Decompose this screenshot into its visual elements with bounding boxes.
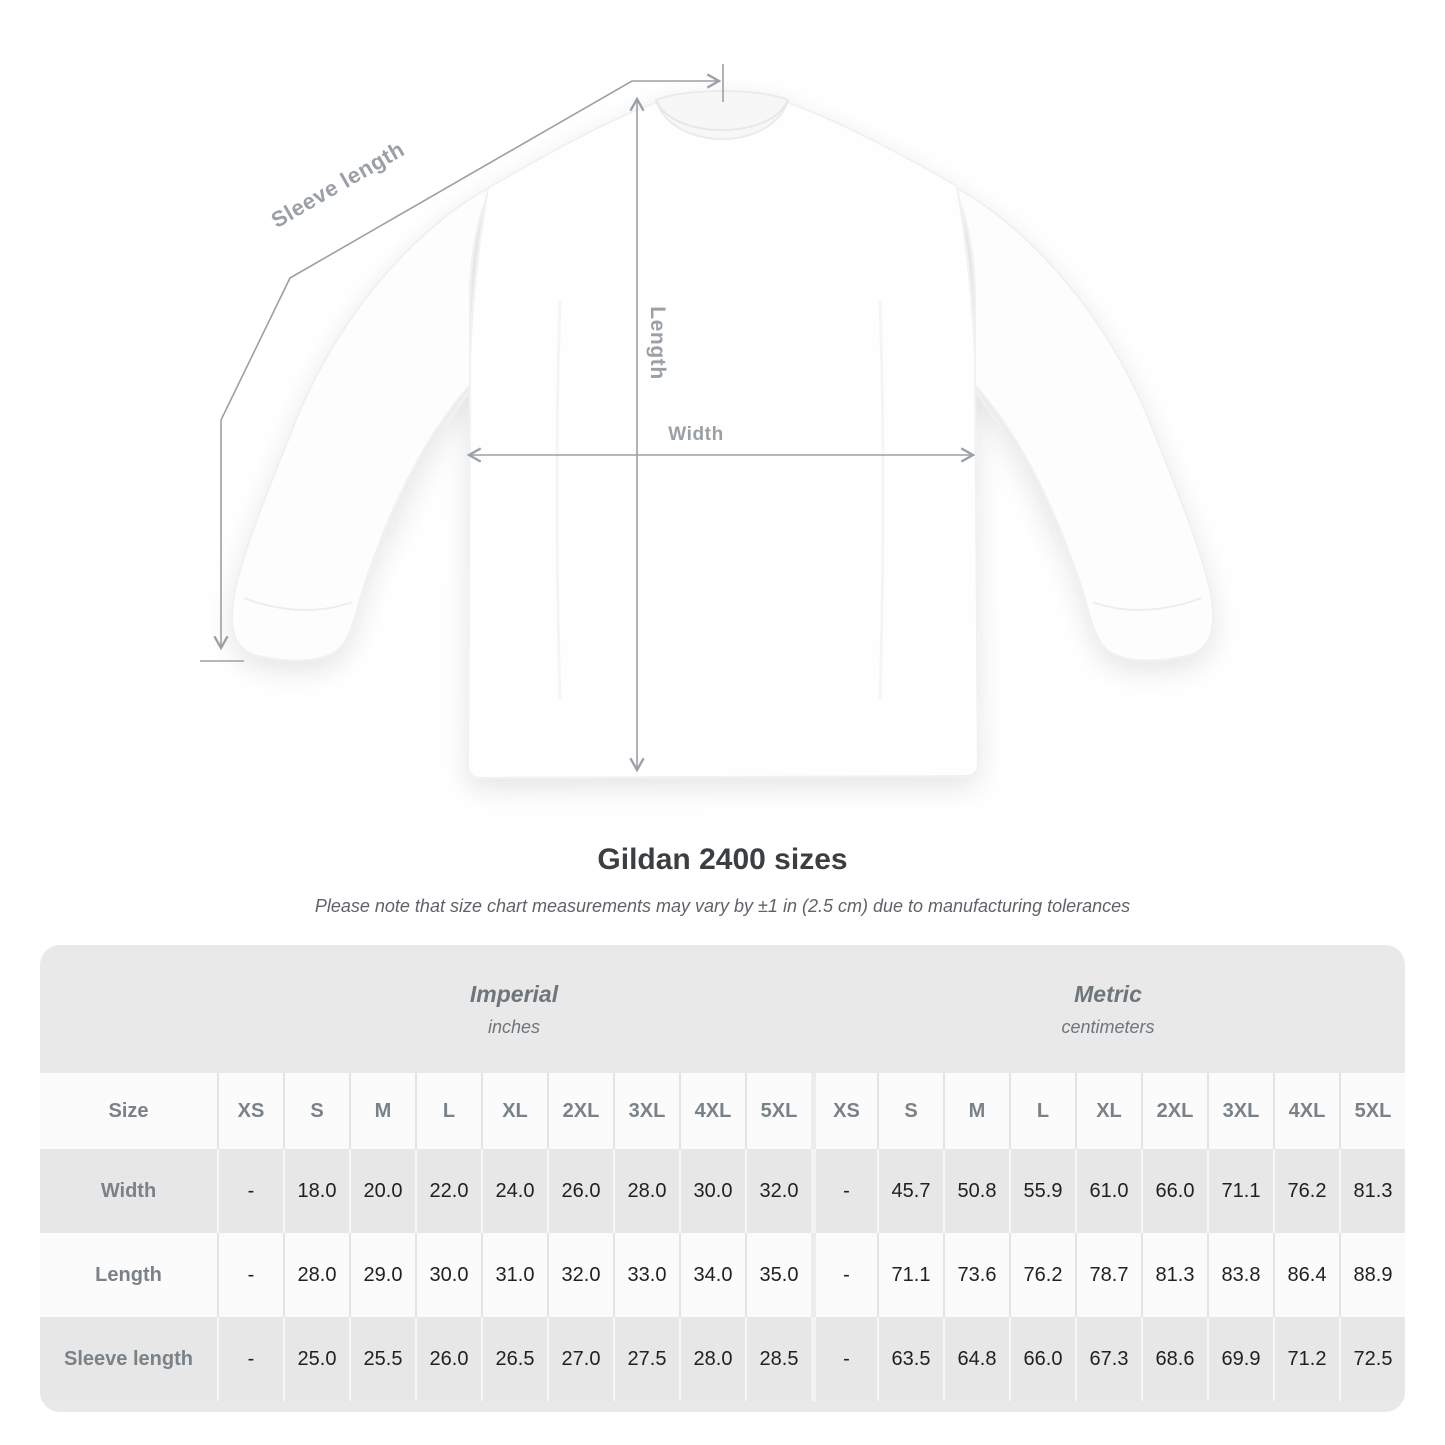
size-header-metric-3xl: 3XL (1207, 1073, 1273, 1149)
measurement-lines (200, 64, 976, 773)
sleeve-length-metric-2xl: 68.6 (1141, 1317, 1207, 1401)
size-header-imperial-s: S (283, 1073, 349, 1149)
size-header-metric-5xl: 5XL (1339, 1073, 1405, 1149)
width-metric-m: 50.8 (943, 1149, 1009, 1233)
sleeve-length-imperial-5xl: 28.5 (745, 1317, 811, 1401)
sleeve-length-metric-4xl: 71.2 (1273, 1317, 1339, 1401)
sleeve-length-imperial-4xl: 28.0 (679, 1317, 745, 1401)
width-label: Width (668, 424, 724, 445)
sleeve-length-imperial-m: 25.5 (349, 1317, 415, 1401)
length-imperial-2xl: 32.0 (547, 1233, 613, 1317)
size-column-header: Size (40, 1073, 217, 1149)
width-metric-xl: 61.0 (1075, 1149, 1141, 1233)
sleeve-length-imperial-3xl: 27.5 (613, 1317, 679, 1401)
size-header-metric-l: L (1009, 1073, 1075, 1149)
width-metric-5xl: 81.3 (1339, 1149, 1405, 1233)
width-metric-3xl: 71.1 (1207, 1149, 1273, 1233)
length-label: Length (646, 306, 669, 380)
length-metric-3xl: 83.8 (1207, 1233, 1273, 1317)
length-metric-xs: - (811, 1233, 877, 1317)
length-metric-4xl: 86.4 (1273, 1233, 1339, 1317)
sleeve-length-metric-xs: - (811, 1317, 877, 1401)
shirt-measurement-figure: Sleeve length Length Width (200, 64, 1215, 780)
length-metric-5xl: 88.9 (1339, 1233, 1405, 1317)
sleeve-length-metric-3xl: 69.9 (1207, 1317, 1273, 1401)
width-imperial-m: 20.0 (349, 1149, 415, 1233)
width-metric-2xl: 66.0 (1141, 1149, 1207, 1233)
length-metric-2xl: 81.3 (1141, 1233, 1207, 1317)
sleeve-length-metric-l: 66.0 (1009, 1317, 1075, 1401)
sleeve-length-imperial-l: 26.0 (415, 1317, 481, 1401)
sleeve-length-imperial-xl: 26.5 (481, 1317, 547, 1401)
imperial-unit-label: inches (487, 1016, 541, 1037)
width-imperial-xl: 24.0 (481, 1149, 547, 1233)
width-imperial-l: 22.0 (415, 1149, 481, 1233)
imperial-group-header: Imperial inches (217, 945, 811, 1073)
size-header-metric-m: M (943, 1073, 1009, 1149)
size-header-imperial-l: L (415, 1073, 481, 1149)
length-metric-m: 73.6 (943, 1233, 1009, 1317)
width-imperial-2xl: 26.0 (547, 1149, 613, 1233)
width-metric-l: 55.9 (1009, 1149, 1075, 1233)
width-metric-xs: - (811, 1149, 877, 1233)
sleeve-length-imperial-s: 25.0 (283, 1317, 349, 1401)
size-header-imperial-xs: XS (217, 1073, 283, 1149)
size-header-imperial-2xl: 2XL (547, 1073, 613, 1149)
size-header-metric-xl: XL (1075, 1073, 1141, 1149)
length-imperial-xl: 31.0 (481, 1233, 547, 1317)
length-imperial-s: 28.0 (283, 1233, 349, 1317)
length-imperial-4xl: 34.0 (679, 1233, 745, 1317)
size-table: Imperial inches Metric centimeters Size X… (40, 945, 1405, 1401)
size-header-imperial-xl: XL (481, 1073, 547, 1149)
size-chart-card: Imperial inches Metric centimeters Size X… (40, 945, 1405, 1412)
size-header-metric-xs: XS (811, 1073, 877, 1149)
metric-unit-label: centimeters (1061, 1016, 1155, 1037)
size-header-imperial-4xl: 4XL (679, 1073, 745, 1149)
size-header-metric-4xl: 4XL (1273, 1073, 1339, 1149)
sleeve-length-metric-5xl: 72.5 (1339, 1317, 1405, 1401)
width-imperial-xs: - (217, 1149, 283, 1233)
width-metric-s: 45.7 (877, 1149, 943, 1233)
shirt-illustration (200, 64, 1215, 780)
length-metric-l: 76.2 (1009, 1233, 1075, 1317)
length-imperial-l: 30.0 (415, 1233, 481, 1317)
page-subtitle: Please note that size chart measurements… (314, 896, 1131, 916)
row-label-sleeve-length: Sleeve length (40, 1317, 217, 1401)
sleeve-length-imperial-2xl: 27.0 (547, 1317, 613, 1401)
length-metric-xl: 78.7 (1075, 1233, 1141, 1317)
sleeve-length-line (213, 73, 722, 651)
row-label-width: Width (40, 1149, 217, 1233)
sleeve-length-imperial-xs: - (217, 1317, 283, 1401)
size-header-metric-2xl: 2XL (1141, 1073, 1207, 1149)
length-metric-s: 71.1 (877, 1233, 943, 1317)
metric-group-label: Metric (1074, 980, 1142, 1007)
sleeve-length-metric-m: 64.8 (943, 1317, 1009, 1401)
width-imperial-5xl: 32.0 (745, 1149, 811, 1233)
size-header-imperial-m: M (349, 1073, 415, 1149)
width-imperial-4xl: 30.0 (679, 1149, 745, 1233)
width-imperial-s: 18.0 (283, 1149, 349, 1233)
width-imperial-3xl: 28.0 (613, 1149, 679, 1233)
length-imperial-xs: - (217, 1233, 283, 1317)
size-header-imperial-5xl: 5XL (745, 1073, 811, 1149)
length-imperial-5xl: 35.0 (745, 1233, 811, 1317)
page-title: Gildan 2400 sizes (597, 843, 848, 876)
imperial-group-label: Imperial (469, 980, 559, 1007)
metric-group-header: Metric centimeters (811, 945, 1405, 1073)
size-header-imperial-3xl: 3XL (613, 1073, 679, 1149)
sleeve-length-metric-xl: 67.3 (1075, 1317, 1141, 1401)
row-label-length: Length (40, 1233, 217, 1317)
sleeve-length-metric-s: 63.5 (877, 1317, 943, 1401)
length-imperial-m: 29.0 (349, 1233, 415, 1317)
width-metric-4xl: 76.2 (1273, 1149, 1339, 1233)
size-header-metric-s: S (877, 1073, 943, 1149)
length-imperial-3xl: 33.0 (613, 1233, 679, 1317)
